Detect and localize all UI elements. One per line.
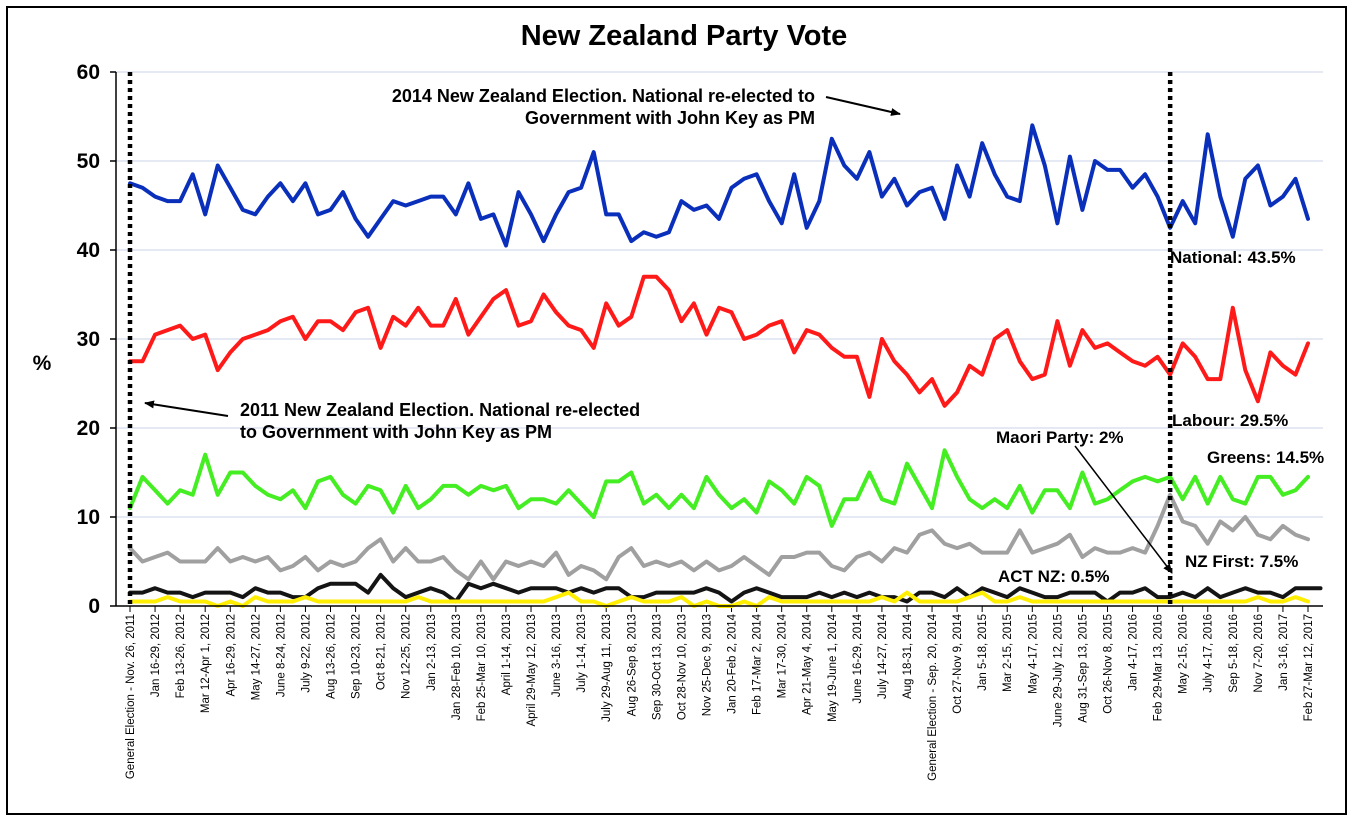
x-tick-label: General Election - Sep. 20, 2014 [927, 613, 939, 780]
annotation-2011-line2: to Government with John Key as PM [240, 422, 552, 442]
series-line-maori-party [128, 572, 1323, 604]
x-tick-label: Mar 12-Apr 1, 2012 [200, 614, 212, 713]
x-tick-label: July 29-Aug 11, 2013 [601, 614, 613, 722]
x-tick-label: June 16-29, 2014 [852, 613, 864, 703]
x-tick-label: Oct 27-Nov 9, 2014 [952, 613, 964, 713]
x-tick-label: Jan 3-16, 2017 [1278, 614, 1290, 691]
y-axis-ticks: 0 10 20 30 40 50 60 [77, 61, 116, 618]
x-tick-label: Oct 8-21, 2012 [376, 614, 388, 690]
label-national: National: 43.5% [1170, 248, 1296, 267]
x-tick-label: May 2-15, 2016 [1178, 614, 1190, 694]
label-act-nz: ACT NZ: 0.5% [998, 567, 1109, 586]
x-tick-label: Feb 17-Mar 2, 2014 [752, 613, 764, 715]
x-tick-label: May 14-27, 2012 [250, 614, 262, 700]
y-tick-label: 10 [77, 506, 100, 529]
x-tick-label: June 8-24, 2012 [275, 614, 287, 697]
y-tick-label: 0 [88, 595, 100, 618]
chart-frame [6, 6, 1347, 815]
series-line-greens [128, 448, 1310, 528]
label-maori-party: Maori Party: 2% [996, 428, 1124, 447]
x-tick-label: Aug 26-Sep 8, 2013 [626, 614, 638, 716]
label-greens: Greens: 14.5% [1207, 448, 1324, 467]
x-tick-label: Sep 30-Oct 13, 2013 [651, 614, 663, 720]
x-tick-label: Jan 5-18, 2015 [977, 614, 989, 691]
x-tick-label: Nov 7-20, 2016 [1253, 614, 1265, 693]
series-line-nz-first [128, 492, 1310, 582]
x-tick-label: Aug 13-26, 2012 [326, 614, 338, 699]
x-tick-label: General Election - Nov. 26, 2011 [125, 614, 137, 779]
x-tick-label: Nov 25-Dec 9, 2013 [701, 614, 713, 716]
annotation-2011-arrow [144, 400, 229, 417]
series-line-labour [128, 274, 1310, 408]
x-tick-label: Sep 10-23, 2012 [351, 614, 363, 699]
x-tick-label: Jan 28-Feb 10, 2013 [451, 614, 463, 720]
y-tick-label: 20 [77, 417, 100, 440]
chart-title: New Zealand Party Vote [521, 20, 848, 52]
x-tick-label: July 1-14, 2013 [576, 614, 588, 693]
x-tick-label: Jan 4-17, 2016 [1128, 614, 1140, 691]
x-tick-label: April 29-May 12, 2013 [526, 614, 538, 727]
x-tick-label: Oct 28-Nov 10, 2013 [676, 614, 688, 720]
x-tick-label: July 9-22, 2012 [300, 614, 312, 693]
gridlines [116, 71, 1323, 518]
x-tick-label: Sep 5-18, 2016 [1228, 614, 1240, 693]
x-tick-label: July 4-17, 2016 [1203, 614, 1215, 693]
x-tick-label: Feb 27-Mar 12, 2017 [1303, 614, 1315, 721]
series-line-national [128, 123, 1310, 248]
x-tick-label: Feb 13-26, 2012 [175, 614, 187, 698]
x-tick-label: Jan 2-13, 2013 [426, 614, 438, 691]
x-tick-label: Mar 2-15, 2015 [1002, 614, 1014, 692]
annotation-2014-line1: 2014 New Zealand Election. National re-e… [392, 86, 815, 106]
series-lines [128, 123, 1323, 608]
x-tick-label: Nov 12-25, 2012 [401, 614, 413, 699]
annotation-2014-line2: Government with John Key as PM [525, 108, 815, 128]
x-tick-label: Jan 20-Feb 2, 2014 [727, 613, 739, 713]
x-tick-label: July 14-27, 2014 [877, 613, 889, 699]
y-tick-label: 30 [77, 328, 100, 351]
maori-party-arrow [1074, 445, 1173, 574]
x-tick-label: June 3-16, 2013 [551, 614, 563, 697]
annotation-2014-arrow [825, 96, 901, 116]
x-tick-label: April 1-14, 2013 [501, 614, 513, 695]
x-tick-label: Aug 18-31, 2014 [902, 613, 914, 699]
x-tick-label: Feb 25-Mar 10, 2013 [476, 614, 488, 721]
x-tick-label: Aug 31-Sep 13, 2015 [1077, 614, 1089, 723]
y-axis-label: % [33, 352, 52, 375]
annotation-2011-line1: 2011 New Zealand Election. National re-e… [240, 400, 640, 420]
x-tick-label: May 19-June 1, 2014 [827, 613, 839, 722]
x-tick-label: Mar 17-30, 2014 [777, 613, 789, 698]
y-tick-label: 40 [77, 239, 100, 262]
x-tick-label: Feb 29-Mar 13, 2016 [1153, 614, 1165, 721]
y-tick-label: 50 [77, 150, 100, 173]
x-tick-label: May 4-17, 2015 [1027, 614, 1039, 694]
x-tick-label: Oct 26-Nov 8, 2015 [1102, 614, 1114, 714]
x-tick-label: Apr 21-May 4, 2014 [802, 613, 814, 715]
election-markers [127, 72, 1173, 606]
label-nz-first: NZ First: 7.5% [1185, 552, 1298, 571]
label-labour: Labour: 29.5% [1172, 411, 1288, 430]
x-tick-label: Jan 16-29, 2012 [150, 614, 162, 697]
x-axis-ticks: General Election - Nov. 26, 2011 Jan 16-2… [125, 606, 1315, 781]
x-tick-label: Apr 16-29, 2012 [225, 614, 237, 696]
x-tick-label: June 29-July 12, 2015 [1052, 614, 1064, 727]
y-tick-label: 60 [77, 61, 100, 84]
